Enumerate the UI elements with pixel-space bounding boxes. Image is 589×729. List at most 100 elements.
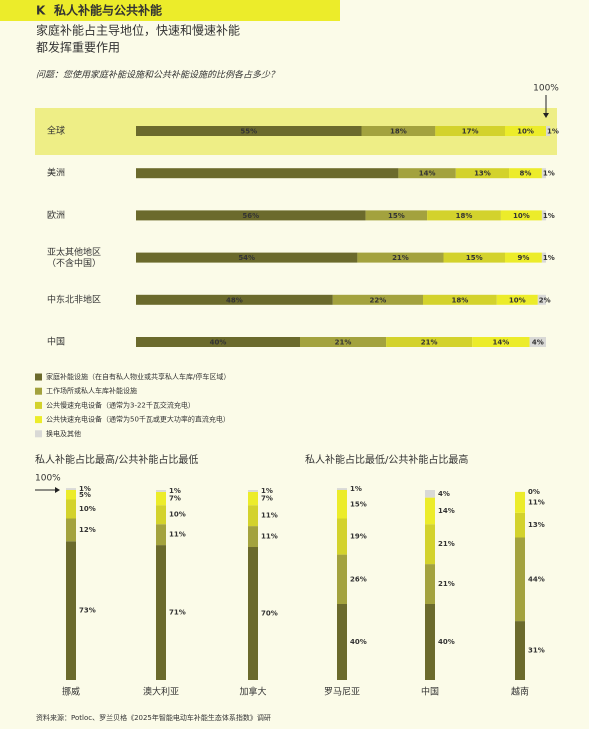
legend-swatch bbox=[35, 401, 42, 409]
bar-segment bbox=[357, 252, 444, 263]
bar-segment bbox=[443, 252, 505, 263]
value-label: 21% bbox=[421, 339, 438, 347]
value-label: 0% bbox=[528, 488, 540, 496]
subtitle: 家庭补能占主导地位，快速和慢速补能 bbox=[36, 23, 240, 38]
value-label: 26% bbox=[350, 575, 367, 583]
value-label: 1% bbox=[79, 485, 91, 493]
category-label: 加拿大 bbox=[239, 686, 266, 698]
value-label: 5% bbox=[79, 491, 91, 499]
value-label: 10% bbox=[169, 511, 186, 519]
legend-label: 家庭补能设施（在自有私人物业或共享私人车库/停车区域） bbox=[46, 372, 230, 381]
source: 资料来源：Potloc、罗兰贝格《2025年智能电动车补能生态体系指数》调研 bbox=[36, 713, 271, 722]
legend-label: 公共快速充电设备（通常为50千瓦或更大功率的直流充电） bbox=[46, 415, 230, 424]
value-label: 11% bbox=[528, 498, 545, 506]
bar-segment bbox=[425, 604, 435, 680]
header-title: 私人补能与公共补能 bbox=[53, 3, 162, 18]
value-label: 21% bbox=[438, 540, 455, 548]
bar-segment bbox=[248, 526, 258, 547]
value-label: 17% bbox=[462, 128, 479, 136]
value-label: 8% bbox=[520, 170, 532, 178]
bar-segment bbox=[515, 512, 525, 538]
legend-label: 公共慢速充电设备（通常为3-22千瓦交流充电） bbox=[46, 400, 195, 409]
value-label: 4% bbox=[532, 339, 544, 347]
bar-segment bbox=[386, 337, 473, 347]
value-label: 7% bbox=[261, 495, 273, 503]
value-label: 1% bbox=[543, 212, 555, 220]
total-label: 100% bbox=[533, 84, 559, 94]
category-label: 中东北非地区 bbox=[47, 293, 101, 305]
bar-segment bbox=[337, 490, 347, 519]
arrow-head bbox=[55, 487, 60, 493]
value-label: 18% bbox=[456, 212, 473, 220]
bar-segment bbox=[515, 491, 525, 513]
bar-segment bbox=[455, 168, 510, 179]
category-label: 越南 bbox=[511, 686, 529, 698]
chart-title: 私人补能占比最低/公共补能占比最高 bbox=[305, 453, 468, 466]
bar-segment bbox=[248, 490, 258, 492]
value-label: 1% bbox=[547, 128, 559, 136]
bar-segment bbox=[515, 537, 525, 622]
bar-segment bbox=[332, 294, 423, 305]
value-label: 55% bbox=[240, 128, 257, 136]
bar-segment bbox=[337, 488, 347, 490]
value-label: 1% bbox=[350, 485, 362, 493]
category-label: 挪威 bbox=[62, 686, 80, 698]
category-label: 中国 bbox=[421, 686, 439, 698]
bar-segment bbox=[515, 621, 525, 680]
value-label: 11% bbox=[261, 533, 278, 541]
value-label: 40% bbox=[210, 339, 227, 347]
bar-segment bbox=[300, 337, 387, 347]
bar-segment bbox=[136, 337, 300, 347]
legend-swatch bbox=[35, 387, 42, 395]
bar-segment bbox=[546, 126, 551, 136]
category-label: 亚太其他地区（不含中国） bbox=[47, 246, 101, 269]
value-label: 4% bbox=[438, 490, 450, 498]
value-label: 18% bbox=[390, 128, 407, 136]
bar-segment bbox=[425, 490, 435, 498]
category-label: 澳大利亚 bbox=[143, 686, 179, 698]
bar-segment bbox=[66, 541, 76, 680]
category-label: 中国 bbox=[47, 336, 65, 348]
bar-segment bbox=[136, 252, 358, 263]
value-label: 56% bbox=[242, 212, 259, 220]
value-label: 1% bbox=[169, 487, 181, 495]
value-label: 22% bbox=[370, 296, 387, 304]
bar-segment bbox=[136, 294, 333, 305]
value-label: 7% bbox=[169, 495, 181, 503]
value-label: 15% bbox=[466, 254, 483, 262]
value-label: 71% bbox=[169, 609, 186, 617]
value-label: 1% bbox=[261, 487, 273, 495]
value-label: 15% bbox=[388, 212, 405, 220]
value-label: 10% bbox=[79, 505, 96, 513]
category-label: 罗马尼亚 bbox=[324, 687, 360, 698]
bar-segment bbox=[425, 497, 435, 525]
value-label: 11% bbox=[169, 531, 186, 539]
value-label: 21% bbox=[438, 580, 455, 588]
bar-segment bbox=[66, 518, 76, 542]
legend-label: 工作场所或私人车库补能设施 bbox=[46, 386, 137, 395]
chart-title: 私人补能占比最高/公共补能占比最低 bbox=[35, 453, 198, 466]
value-label: 21% bbox=[392, 254, 409, 262]
bar-segment bbox=[337, 604, 347, 680]
value-label: 1% bbox=[543, 170, 555, 178]
value-label: 14% bbox=[493, 339, 510, 347]
bar-segment bbox=[248, 547, 258, 680]
bar-segment bbox=[529, 337, 546, 347]
value-label: 13% bbox=[474, 170, 491, 178]
value-label: 11% bbox=[261, 512, 278, 520]
question: 问题：您使用家庭补能设施和公共补能设施的比例各占多少？ bbox=[36, 70, 279, 81]
bar-segment bbox=[66, 488, 76, 490]
value-label: 15% bbox=[350, 500, 367, 508]
bar-segment bbox=[505, 126, 546, 136]
bar-segment bbox=[435, 126, 505, 136]
bar-segment bbox=[156, 490, 166, 492]
value-label: 10% bbox=[513, 212, 530, 220]
bar-segment bbox=[496, 294, 538, 305]
legend-swatch bbox=[35, 373, 42, 381]
value-label: 44% bbox=[528, 575, 545, 583]
bar-segment bbox=[66, 490, 76, 500]
bar-segment bbox=[136, 126, 362, 136]
value-label: 12% bbox=[79, 526, 96, 534]
bar-segment bbox=[156, 505, 166, 525]
